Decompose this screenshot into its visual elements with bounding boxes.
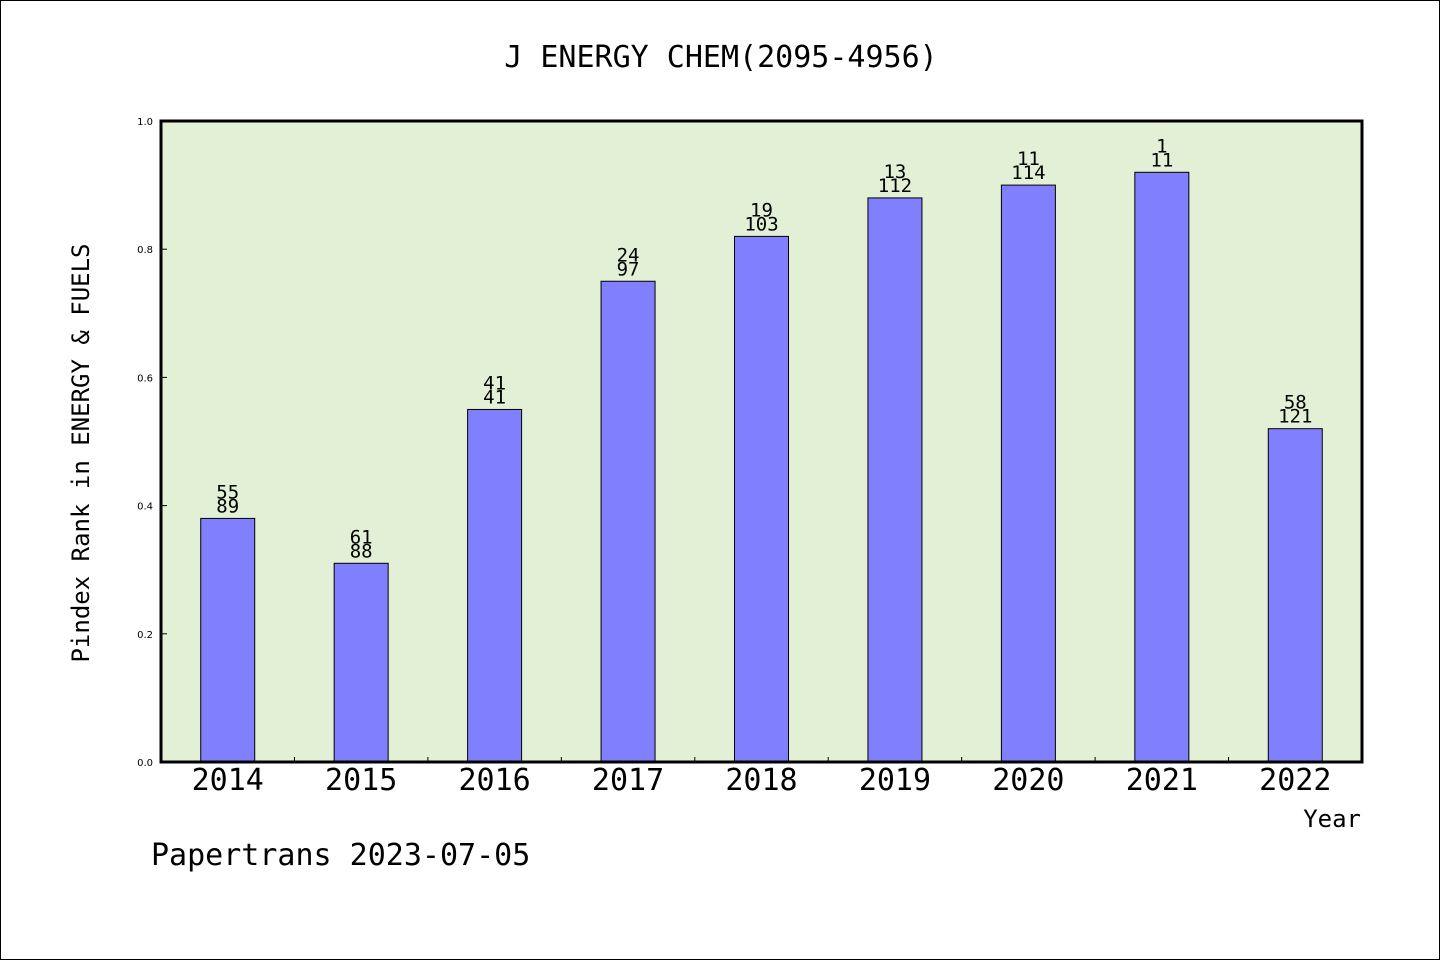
- x-tick-label-2019: 2019: [859, 763, 931, 798]
- bar-label-top-2019: 13: [883, 161, 906, 183]
- x-tick-label-2016: 2016: [458, 763, 530, 798]
- bar-label-bottom-2014: 89: [216, 495, 239, 517]
- bar-label-bottom-2017: 97: [617, 258, 640, 280]
- bar-label-bottom-2022: 121: [1278, 406, 1312, 428]
- bar-label-bottom-2015: 88: [350, 540, 373, 562]
- y-tick-label-0.0: 0.0: [137, 758, 153, 769]
- y-axis-label: Pindex Rank in ENERGY & FUELS: [67, 243, 95, 662]
- bar-label-top-2021: 1: [1156, 135, 1167, 157]
- bar-2016: [467, 408, 523, 763]
- bar-label-top-2022: 58: [1284, 392, 1307, 414]
- y-tick-label-0.4: 0.4: [137, 502, 153, 513]
- bar-label-bottom-2019: 112: [878, 175, 912, 197]
- footer-text: Papertrans 2023-07-05: [151, 838, 530, 873]
- y-tick-label-0.2: 0.2: [137, 630, 153, 641]
- bar-label-top-2014: 55: [216, 481, 239, 503]
- x-tick-label-2014: 2014: [192, 763, 264, 798]
- bar-2019: [867, 197, 923, 763]
- y-tick-label-0.8: 0.8: [137, 245, 153, 256]
- bar-label-top-2017: 24: [617, 244, 640, 266]
- x-tick-label-2020: 2020: [992, 763, 1064, 798]
- y-tick-label-1.0: 1.0: [137, 117, 153, 128]
- bar-label-top-2018: 19: [750, 199, 773, 221]
- x-tick-label-2015: 2015: [325, 763, 397, 798]
- bar-2015: [333, 562, 389, 763]
- bar-label-top-2016: 41: [483, 372, 506, 394]
- x-axis-label: Year: [1303, 805, 1361, 833]
- x-tick-label-2018: 2018: [725, 763, 797, 798]
- bar-2018: [734, 235, 789, 763]
- bar-2022: [1267, 428, 1323, 763]
- bar-label-top-2015: 61: [350, 526, 373, 548]
- bar-label-bottom-2016: 41: [483, 386, 506, 408]
- y-tick-label-0.6: 0.6: [137, 373, 153, 384]
- x-tick-label-2017: 2017: [592, 763, 664, 798]
- bar-label-bottom-2021: 11: [1150, 149, 1173, 171]
- chart-title: J ENERGY CHEM(2095-4956): [504, 40, 937, 75]
- bar-label-top-2020: 11: [1017, 148, 1040, 170]
- bar-2021: [1134, 171, 1190, 763]
- bar-label-bottom-2020: 114: [1011, 162, 1045, 184]
- bar-label-bottom-2018: 103: [744, 213, 778, 235]
- bar-2017: [600, 280, 656, 763]
- x-tick-label-2022: 2022: [1259, 763, 1331, 798]
- bar-2020: [1000, 184, 1056, 763]
- bar-2014: [200, 517, 256, 763]
- x-tick-label-2021: 2021: [1126, 763, 1198, 798]
- plot-border: [159, 119, 1364, 764]
